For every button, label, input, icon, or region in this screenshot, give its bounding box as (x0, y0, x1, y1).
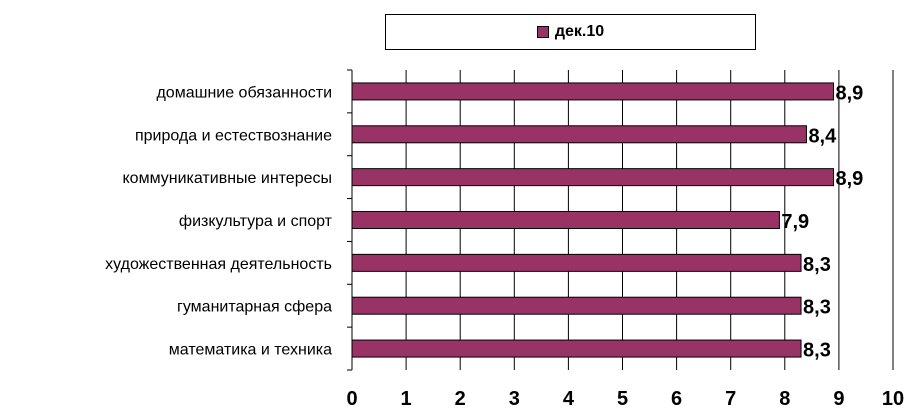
data-label: 8,9 (835, 82, 863, 104)
x-tick-label: 3 (509, 388, 520, 410)
category-label: математика и техника (169, 342, 332, 359)
category-label: природа и естествознание (135, 127, 332, 144)
bar (351, 211, 780, 229)
category-label: домашние обязанности (156, 84, 332, 101)
data-label: 8,4 (808, 125, 837, 147)
bar (351, 296, 802, 315)
legend: дек.10 (385, 14, 756, 50)
data-label: 8,3 (803, 254, 831, 276)
category-label: коммуникативные интересы (123, 170, 333, 187)
x-tick-label: 9 (833, 388, 844, 410)
data-label: 8,3 (803, 297, 831, 319)
legend-swatch (536, 26, 549, 38)
x-tick-label: 7 (725, 388, 736, 410)
legend-label: дек.10 (554, 23, 605, 40)
x-tick-label: 4 (563, 388, 575, 410)
category-label: гуманитарная сфера (177, 299, 332, 316)
data-label: 8,3 (803, 340, 831, 362)
x-tick-label: 1 (401, 388, 412, 410)
x-tick-label: 6 (671, 388, 682, 410)
bar (351, 253, 802, 272)
x-tick-label: 10 (882, 388, 904, 410)
x-tick-label: 2 (455, 388, 466, 410)
x-tick-label: 8 (779, 388, 790, 410)
x-tick-label: 5 (617, 388, 628, 410)
bar (351, 82, 834, 101)
bar (351, 339, 802, 358)
data-label: 8,9 (835, 168, 863, 190)
category-label: художественная деятельность (105, 256, 332, 273)
bar (351, 168, 834, 187)
data-label: 7,9 (781, 211, 809, 233)
bar (351, 125, 807, 144)
x-tick-label: 0 (346, 388, 357, 410)
category-label: физкультура и спорт (179, 213, 333, 230)
